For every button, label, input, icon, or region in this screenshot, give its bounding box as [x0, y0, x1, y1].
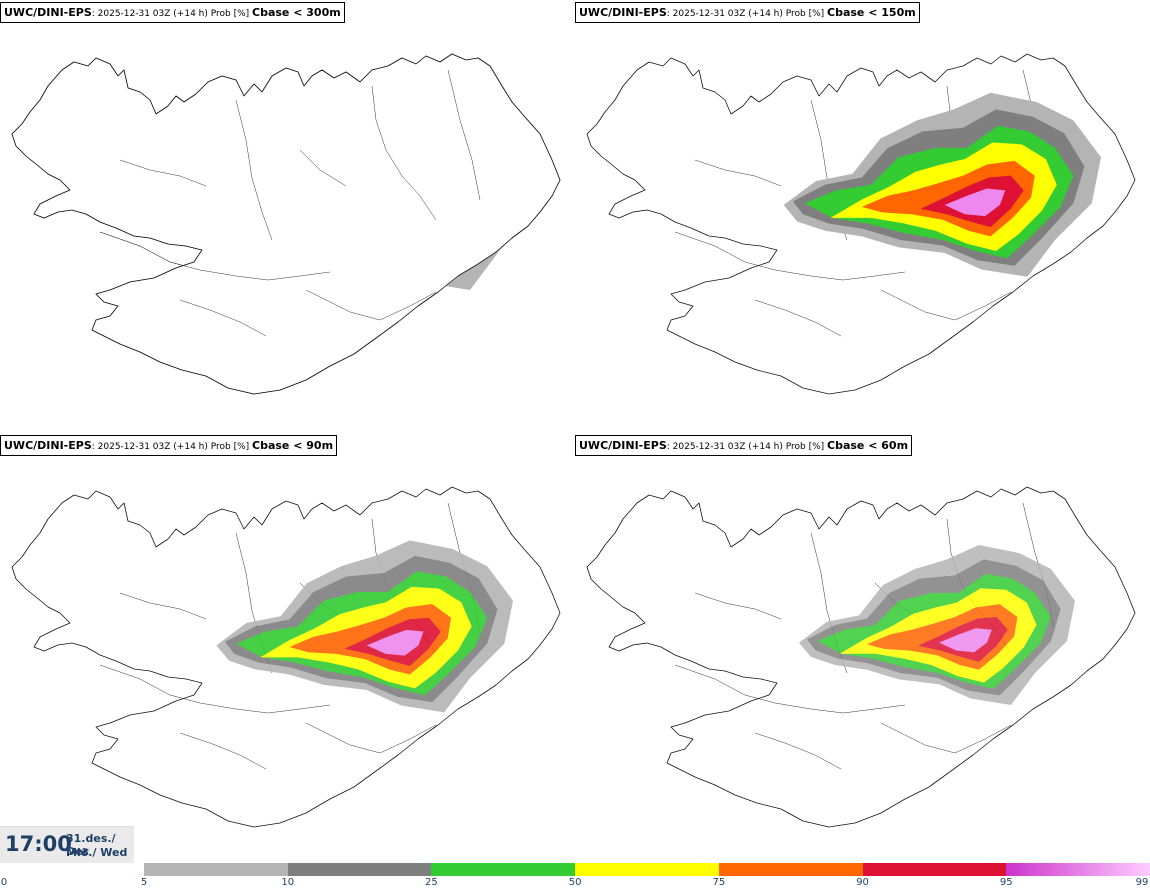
iceland-map: [586, 486, 1136, 828]
colorbar-bin: [144, 863, 288, 876]
iceland-map: [11, 53, 561, 395]
panel-title: UWC/DINI-EPS: 2025-12-31 03Z (+14 h) Pro…: [0, 435, 338, 456]
run-meta: : 2025-12-31 03Z (+14 h) Prob [%]: [91, 442, 253, 452]
colorbar-bin: [575, 863, 719, 876]
panel-title: UWC/DINI-EPS: 2025-12-31 03Z (+14 h) Pro…: [575, 2, 920, 23]
map-panel-60m: UWC/DINI-EPS: 2025-12-31 03Z (+14 h) Pro…: [575, 433, 1150, 865]
iceland-map: [586, 53, 1136, 395]
colorbar-tick-label: 0: [0, 877, 8, 888]
model-name: UWC/DINI-EPS: [4, 439, 92, 452]
iceland-map: [11, 486, 561, 828]
parameter-label: Cbase < 300m: [252, 6, 341, 19]
colorbar-bin: [862, 863, 1007, 876]
model-name: UWC/DINI-EPS: [579, 439, 667, 452]
panel-title: UWC/DINI-EPS: 2025-12-31 03Z (+14 h) Pro…: [575, 435, 913, 456]
colorbar-tick-label: 99: [1135, 877, 1149, 888]
colorbar-bin: [1006, 863, 1150, 876]
map-panel-150m: UWC/DINI-EPS: 2025-12-31 03Z (+14 h) Pro…: [575, 0, 1150, 432]
valid-time-box: 17:00 31.des./ Dec Mið./ Wed: [0, 826, 134, 863]
parameter-label: Cbase < 60m: [827, 439, 909, 452]
colorbar-tick-label: 50: [568, 877, 582, 888]
probability-colorbar: [144, 863, 1150, 876]
colorbar-tick-label: 75: [712, 877, 726, 888]
map-panel-90m: UWC/DINI-EPS: 2025-12-31 03Z (+14 h) Pro…: [0, 433, 575, 865]
model-name: UWC/DINI-EPS: [4, 6, 92, 19]
colorbar-tick-label: 95: [999, 877, 1013, 888]
colorbar-tick-label: 5: [140, 877, 148, 888]
valid-date: 31.des./ Dec: [66, 832, 116, 858]
run-meta: : 2025-12-31 03Z (+14 h) Prob [%]: [666, 9, 828, 19]
run-meta: : 2025-12-31 03Z (+14 h) Prob [%]: [91, 9, 253, 19]
map-panel-300m: UWC/DINI-EPS: 2025-12-31 03Z (+14 h) Pro…: [0, 0, 575, 432]
valid-weekday: Mið./ Wed: [66, 846, 128, 859]
colorbar-bin: [718, 863, 863, 876]
run-meta: : 2025-12-31 03Z (+14 h) Prob [%]: [666, 442, 828, 452]
colorbar-tick-label: 10: [281, 877, 295, 888]
parameter-label: Cbase < 90m: [252, 439, 334, 452]
valid-time: 17:00: [5, 832, 72, 856]
model-name: UWC/DINI-EPS: [579, 6, 667, 19]
colorbar-tick-label: 25: [425, 877, 438, 888]
colorbar-bin: [431, 863, 576, 876]
panel-title: UWC/DINI-EPS: 2025-12-31 03Z (+14 h) Pro…: [0, 2, 345, 23]
parameter-label: Cbase < 150m: [827, 6, 916, 19]
colorbar-tick-label: 90: [856, 877, 869, 888]
colorbar-bin: [287, 863, 432, 876]
